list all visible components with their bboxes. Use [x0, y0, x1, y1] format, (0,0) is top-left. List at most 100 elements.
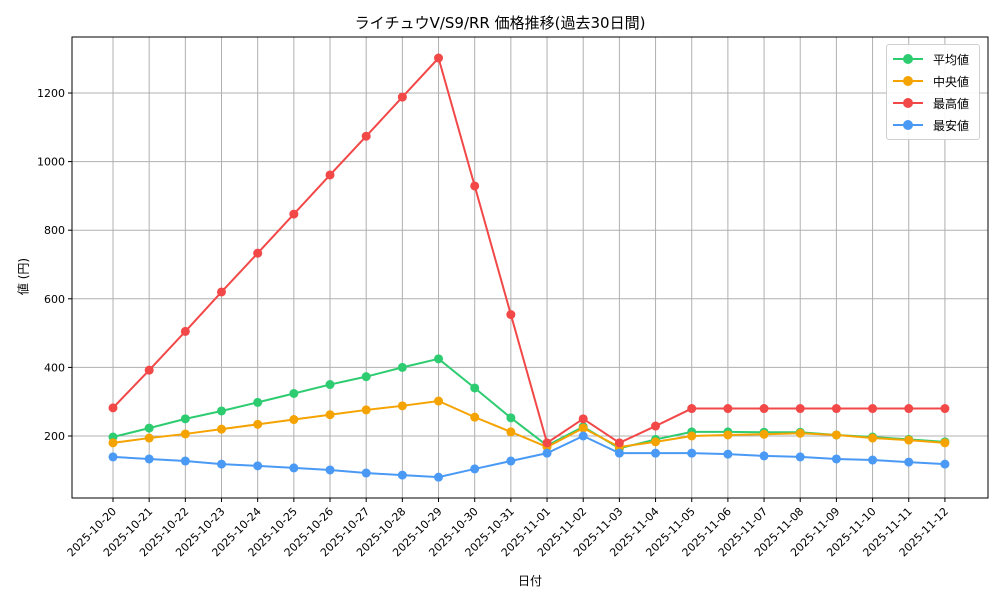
data-point [434, 354, 444, 364]
legend-item: 中央値 [887, 70, 979, 92]
data-point [506, 310, 516, 320]
chart-title: ライチュウV/S9/RR 価格推移(過去30日間) [354, 14, 646, 32]
y-tick-label: 1000 [37, 156, 65, 169]
data-point [687, 448, 697, 458]
legend-marker-icon [893, 54, 923, 64]
legend-item: 平均値 [887, 48, 979, 70]
plot-frame [71, 36, 989, 499]
data-point [614, 448, 624, 458]
data-point [470, 464, 480, 474]
legend-item: 最安値 [887, 114, 979, 136]
data-point [723, 430, 733, 440]
data-point [651, 421, 661, 431]
data-point [578, 431, 588, 441]
y-axis-label: 値 (円) [16, 257, 31, 296]
data-point [289, 388, 299, 398]
legend-marker-icon [893, 120, 923, 130]
data-point [904, 435, 914, 445]
legend: 平均値中央値最高値最安値 [886, 44, 980, 140]
y-tick-label: 800 [44, 224, 65, 237]
legend-label: 平均値 [933, 52, 970, 67]
data-point [940, 438, 950, 448]
data-point [434, 396, 444, 406]
data-point [759, 429, 769, 439]
data-point [180, 326, 190, 336]
data-point [397, 92, 407, 102]
data-point [144, 365, 154, 375]
data-point [904, 457, 914, 467]
data-point [687, 431, 697, 441]
data-point [542, 448, 552, 458]
data-point [506, 427, 516, 437]
data-point [578, 414, 588, 424]
data-point [289, 463, 299, 473]
data-point [434, 472, 444, 482]
x-axis-label: 日付 [517, 574, 542, 588]
data-point [325, 410, 335, 420]
data-point [651, 437, 661, 447]
data-point [651, 448, 661, 458]
data-point [614, 438, 624, 448]
data-point [217, 424, 227, 434]
legend-marker-icon [893, 76, 923, 86]
data-point [144, 433, 154, 443]
data-point [723, 404, 733, 414]
data-point [108, 452, 118, 462]
legend-item: 最高値 [887, 92, 979, 114]
legend-label: 中央値 [933, 74, 970, 89]
data-point [470, 412, 480, 422]
data-point [723, 449, 733, 459]
data-point [542, 438, 552, 448]
legend-label: 最安値 [933, 118, 970, 133]
data-point [687, 404, 697, 414]
data-point [144, 454, 154, 464]
y-tick-label: 600 [44, 293, 65, 306]
data-point [397, 362, 407, 372]
data-point [868, 404, 878, 414]
data-point [904, 404, 914, 414]
data-point [506, 456, 516, 466]
data-point [831, 454, 841, 464]
data-point [831, 404, 841, 414]
data-point [253, 461, 263, 471]
data-point [940, 404, 950, 414]
data-point [180, 429, 190, 439]
data-point [795, 452, 805, 462]
data-point [253, 397, 263, 407]
data-point [180, 456, 190, 466]
data-point [253, 419, 263, 429]
data-point [108, 403, 118, 413]
data-point [217, 459, 227, 469]
data-point [180, 414, 190, 424]
data-point [940, 459, 950, 469]
data-point [795, 428, 805, 438]
data-point [831, 430, 841, 440]
y-tick-label: 200 [44, 430, 65, 443]
data-point [325, 380, 335, 390]
data-point [795, 404, 805, 414]
data-point [361, 405, 371, 415]
data-point [759, 451, 769, 461]
data-point [759, 404, 769, 414]
data-point [578, 423, 588, 433]
legend-label: 最高値 [933, 96, 970, 111]
data-point [397, 401, 407, 411]
data-point [868, 433, 878, 443]
data-point [361, 372, 371, 382]
data-point [108, 438, 118, 448]
data-point [325, 170, 335, 180]
data-point [253, 248, 263, 258]
data-point [361, 131, 371, 141]
y-tick-label: 400 [44, 361, 65, 374]
data-point [325, 465, 335, 475]
y-tick-label: 1200 [37, 87, 65, 100]
legend-marker-icon [893, 98, 923, 108]
data-point [217, 406, 227, 416]
data-point [868, 455, 878, 465]
data-point [470, 383, 480, 393]
series-line [112, 399, 945, 449]
data-point [397, 470, 407, 480]
series-line [112, 434, 945, 479]
data-point [361, 468, 371, 478]
